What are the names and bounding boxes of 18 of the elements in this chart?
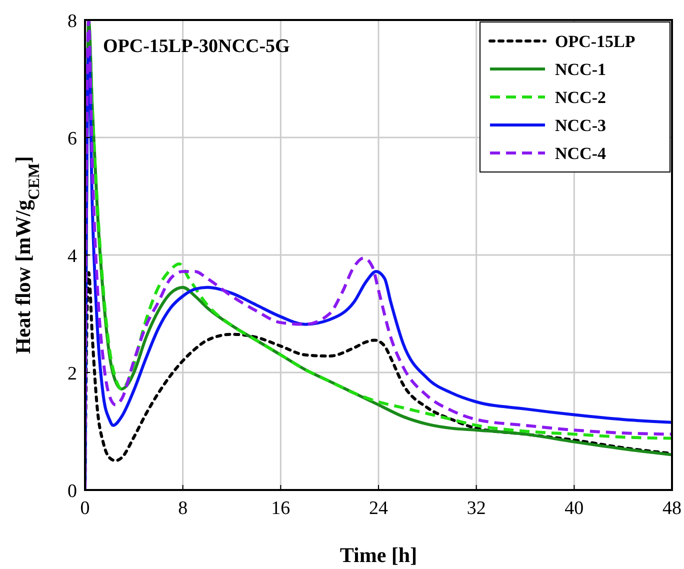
- x-tick-label: 16: [271, 498, 290, 519]
- y-tick-label: 8: [68, 11, 77, 32]
- legend-label: NCC-2: [555, 88, 606, 107]
- x-tick-label: 8: [178, 498, 188, 519]
- x-tick-label: 48: [662, 498, 682, 519]
- legend-label: NCC-4: [555, 144, 606, 163]
- y-tick-label: 4: [68, 246, 78, 267]
- x-tick-label: 24: [369, 498, 388, 519]
- x-axis-title: Time [h]: [340, 543, 418, 567]
- y-tick-label: 6: [68, 128, 77, 150]
- x-tick-label: 40: [564, 498, 584, 519]
- legend-label: NCC-3: [555, 116, 606, 135]
- y-tick-label: 2: [68, 364, 77, 384]
- text: OPC-15LP-30NCC-5G: [103, 36, 290, 57]
- y-tick-label: 0: [68, 481, 77, 502]
- legend-label: OPC-15LP: [555, 32, 636, 51]
- legend-label: NCC-1: [555, 60, 606, 79]
- x-tick-label: 32: [466, 498, 486, 519]
